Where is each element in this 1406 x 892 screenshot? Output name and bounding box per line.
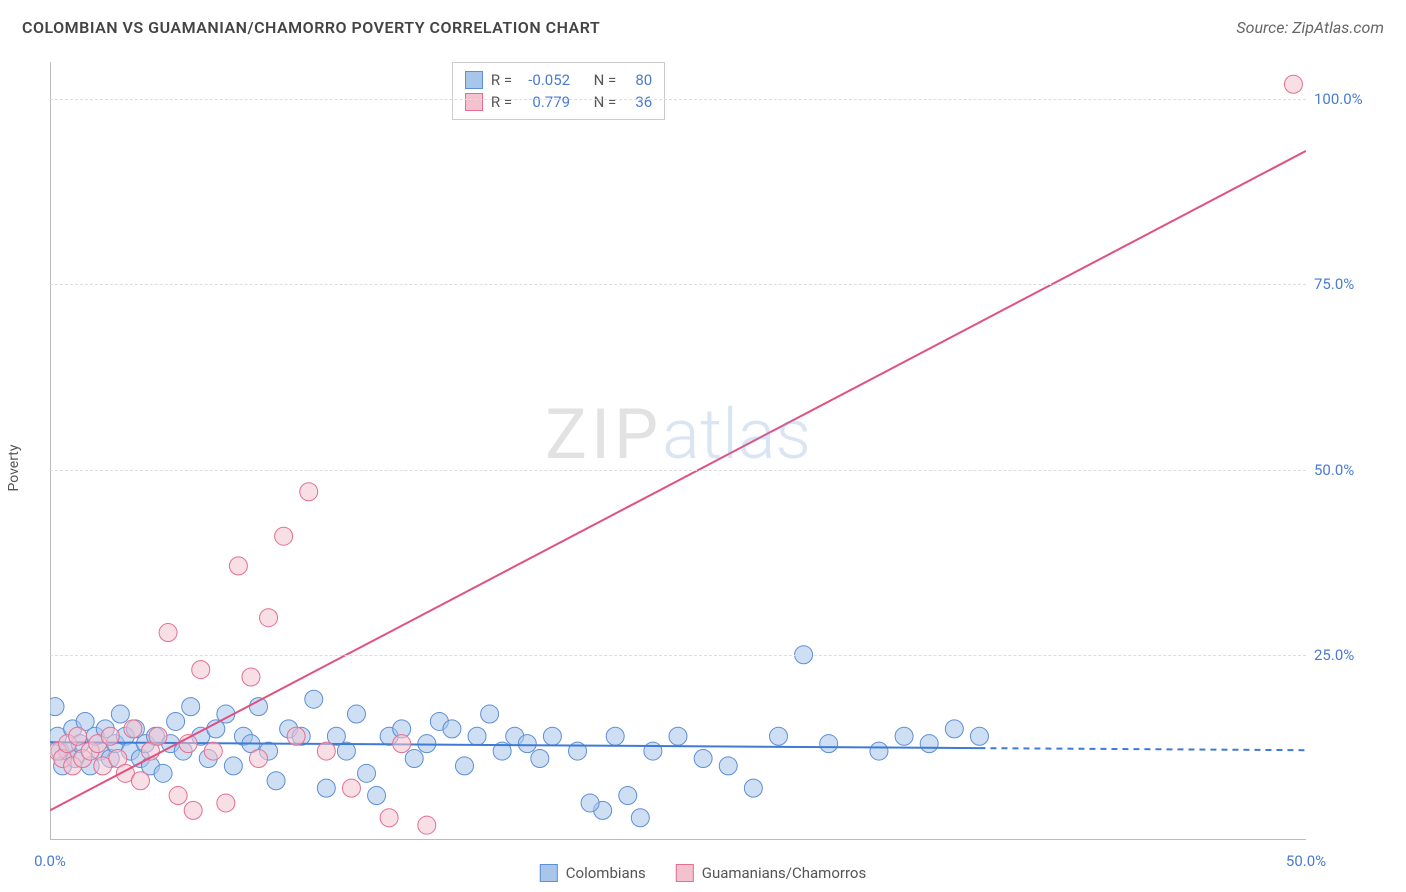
scatter-point: [518, 735, 536, 753]
correlation-row: R = 0.779 N = 36: [465, 91, 652, 113]
scatter-point: [300, 483, 318, 501]
scatter-point: [443, 720, 461, 738]
legend-label: Guamanians/Chamorros: [702, 864, 866, 882]
scatter-point: [920, 735, 938, 753]
r-value: 0.779: [520, 91, 570, 113]
scatter-point: [317, 742, 335, 760]
n-label: N =: [594, 69, 617, 91]
x-tick-label: 0.0%: [34, 852, 66, 870]
y-tick-label: 50.0%: [1314, 461, 1384, 479]
r-label: R =: [491, 91, 512, 113]
scatter-point: [870, 742, 888, 760]
scatter-point: [169, 787, 187, 805]
scatter-point: [769, 727, 787, 745]
y-tick-label: 25.0%: [1314, 646, 1384, 664]
scatter-point: [242, 668, 260, 686]
scatter-point: [358, 764, 376, 782]
regression-line: [50, 151, 1306, 810]
scatter-point: [167, 712, 185, 730]
scatter-point: [669, 727, 687, 745]
scatter-point: [317, 779, 335, 797]
gridline: [50, 655, 1306, 656]
y-tick-label: 100.0%: [1314, 90, 1384, 108]
scatter-point: [644, 742, 662, 760]
scatter-point: [631, 809, 649, 827]
scatter-point: [159, 624, 177, 642]
scatter-point: [531, 749, 549, 767]
gridline: [50, 470, 1306, 471]
scatter-point: [182, 698, 200, 716]
y-tick-label: 75.0%: [1314, 275, 1384, 293]
series-swatch: [465, 71, 483, 89]
scatter-point: [260, 609, 278, 627]
n-value: 36: [624, 91, 652, 113]
scatter-point: [249, 749, 267, 767]
scatter-point: [204, 742, 222, 760]
scatter-svg: [50, 62, 1306, 840]
scatter-point: [124, 720, 142, 738]
source-attribution: Source: ZipAtlas.com: [1236, 18, 1384, 37]
legend-item: Colombians: [540, 864, 646, 882]
chart-header: COLOMBIAN VS GUAMANIAN/CHAMORRO POVERTY …: [0, 0, 1406, 47]
scatter-point: [111, 705, 129, 723]
scatter-point: [380, 809, 398, 827]
scatter-point: [543, 727, 561, 745]
scatter-point: [101, 727, 119, 745]
scatter-point: [606, 727, 624, 745]
scatter-point: [149, 727, 167, 745]
scatter-point: [1284, 75, 1302, 93]
scatter-point: [224, 757, 242, 775]
legend: Colombians Guamanians/Chamorros: [540, 864, 866, 882]
x-tick-label: 50.0%: [1286, 852, 1326, 870]
scatter-point: [267, 772, 285, 790]
scatter-point: [184, 801, 202, 819]
series-swatch: [465, 93, 483, 111]
scatter-point: [69, 727, 87, 745]
legend-label: Colombians: [566, 864, 646, 882]
scatter-point: [405, 749, 423, 767]
n-value: 80: [624, 69, 652, 91]
scatter-point: [275, 527, 293, 545]
scatter-point: [744, 779, 762, 797]
scatter-point: [468, 727, 486, 745]
scatter-point: [481, 705, 499, 723]
r-label: R =: [491, 69, 512, 91]
scatter-point: [694, 749, 712, 767]
scatter-point: [368, 787, 386, 805]
scatter-point: [50, 698, 64, 716]
scatter-point: [347, 705, 365, 723]
scatter-point: [305, 690, 323, 708]
scatter-point: [131, 772, 149, 790]
gridline: [50, 99, 1306, 100]
scatter-point: [895, 727, 913, 745]
scatter-point: [820, 735, 838, 753]
correlation-row: R = -0.052 N = 80: [465, 69, 652, 91]
scatter-point: [970, 727, 988, 745]
scatter-point: [192, 661, 210, 679]
scatter-point: [619, 787, 637, 805]
correlation-stats-box: R = -0.052 N = 80 R = 0.779 N = 36: [452, 62, 665, 120]
scatter-point: [393, 735, 411, 753]
scatter-point: [217, 794, 235, 812]
scatter-point: [581, 794, 599, 812]
legend-swatch: [540, 864, 558, 882]
r-value: -0.052: [520, 69, 570, 91]
scatter-point: [342, 779, 360, 797]
scatter-point: [945, 720, 963, 738]
scatter-point: [418, 816, 436, 834]
scatter-point: [287, 727, 305, 745]
legend-swatch: [676, 864, 694, 882]
scatter-point: [719, 757, 737, 775]
scatter-point: [229, 557, 247, 575]
scatter-point: [154, 764, 172, 782]
legend-item: Guamanians/Chamorros: [676, 864, 866, 882]
plot-area: ZIPatlas R =-0.052 N =80R =0.779 N =36 2…: [50, 62, 1306, 840]
n-label: N =: [594, 91, 617, 113]
scatter-point: [455, 757, 473, 775]
regression-line-extrapolated: [979, 748, 1306, 750]
y-axis-label: Poverty: [6, 444, 22, 491]
gridline: [50, 284, 1306, 285]
chart-title: COLOMBIAN VS GUAMANIAN/CHAMORRO POVERTY …: [22, 18, 600, 37]
